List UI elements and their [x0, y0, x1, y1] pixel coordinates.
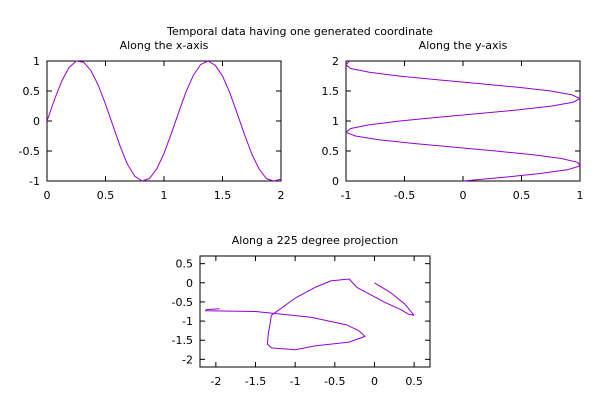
x-tick-label: 1	[577, 189, 584, 202]
y-tick-label: 1	[33, 55, 40, 68]
x-tick-label: 1	[161, 189, 168, 202]
y-tick-label: 0	[186, 277, 193, 290]
y-tick-label: -2	[182, 353, 193, 366]
plot-frame	[199, 255, 431, 368]
series-line	[46, 60, 282, 182]
plot-title: Along the x-axis	[120, 39, 209, 52]
plot-frame	[46, 60, 282, 182]
y-tick-label: 0	[33, 115, 40, 128]
y-tick-label: 1	[332, 115, 339, 128]
plot-title: Along the y-axis	[419, 39, 508, 52]
y-tick-label: -0.5	[19, 145, 40, 158]
y-tick-label: 0.5	[322, 145, 340, 158]
x-tick-label: 2	[278, 189, 285, 202]
y-tick-label: 2	[332, 55, 339, 68]
figure-title: Temporal data having one generated coord…	[166, 25, 433, 38]
y-tick-label: 0.5	[23, 85, 41, 98]
y-tick-label: -1.5	[172, 334, 193, 347]
x-tick-label: -2	[210, 375, 221, 388]
y-tick-label: -1	[182, 315, 193, 328]
y-tick-label: -0.5	[172, 296, 193, 309]
x-tick-label: -0.5	[324, 375, 345, 388]
series-line	[345, 60, 581, 182]
y-tick-label: -1	[29, 175, 40, 188]
x-tick-label: 0.5	[405, 375, 423, 388]
plot-225-degree-projection: Along a 225 degree projection -2 -1.5 -1 -0.…	[172, 234, 431, 388]
x-tick-label: -1	[290, 375, 301, 388]
x-tick-label: 0.5	[513, 189, 531, 202]
x-tick-label: -1	[341, 189, 352, 202]
plot-title: Along a 225 degree projection	[232, 234, 399, 247]
x-tick-label: 0	[371, 375, 378, 388]
y-tick-label: 0.5	[176, 258, 194, 271]
plot-frame	[345, 60, 581, 182]
x-tick-label: -0.5	[394, 189, 415, 202]
x-tick-label: 0.5	[97, 189, 115, 202]
y-tick-label: 0	[332, 175, 339, 188]
series-line	[205, 278, 415, 351]
x-tick-label: 0	[460, 189, 467, 202]
plot-along-y-axis: Along the y-axis -1 -0.5 0 0.5 1 0 0.5 1 1.5 2	[322, 39, 584, 202]
x-tick-label: 0	[44, 189, 51, 202]
plot-along-x-axis: Along the x-axis 0 0.5 1 1.5 2 -1 -0.5 0 0.5 1	[19, 39, 285, 202]
x-tick-label: -1.5	[245, 375, 266, 388]
x-tick-label: 1.5	[214, 189, 232, 202]
y-tick-label: 1.5	[322, 85, 340, 98]
